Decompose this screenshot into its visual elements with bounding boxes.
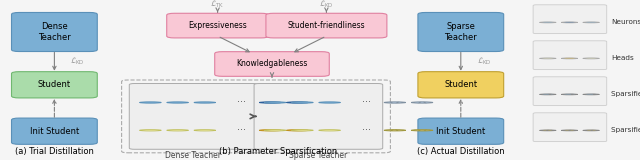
FancyBboxPatch shape <box>12 72 97 98</box>
Text: (a) Trial Distillation: (a) Trial Distillation <box>15 147 94 156</box>
FancyBboxPatch shape <box>254 84 383 149</box>
Text: Heads: Heads <box>611 55 634 61</box>
FancyBboxPatch shape <box>533 41 607 70</box>
Ellipse shape <box>583 130 600 131</box>
FancyBboxPatch shape <box>533 77 607 106</box>
Text: (c) Actual Distillation: (c) Actual Distillation <box>417 147 504 156</box>
Ellipse shape <box>583 58 600 59</box>
FancyBboxPatch shape <box>214 52 329 76</box>
Text: Dense Teacher: Dense Teacher <box>165 151 221 160</box>
FancyBboxPatch shape <box>129 84 258 149</box>
Text: $\mathcal{L}_{\rm KD}$: $\mathcal{L}_{\rm KD}$ <box>319 0 333 10</box>
Ellipse shape <box>319 130 340 131</box>
Ellipse shape <box>561 130 578 131</box>
Text: $\mathcal{L}_{\rm KD}$: $\mathcal{L}_{\rm KD}$ <box>70 56 85 67</box>
Ellipse shape <box>540 22 556 23</box>
Text: Sparsified Neurons: Sparsified Neurons <box>611 91 640 97</box>
Ellipse shape <box>264 130 286 131</box>
FancyBboxPatch shape <box>166 13 269 38</box>
Ellipse shape <box>561 94 578 95</box>
Text: Student-friendliness: Student-friendliness <box>287 21 365 30</box>
FancyBboxPatch shape <box>418 12 504 52</box>
Ellipse shape <box>412 102 433 103</box>
Ellipse shape <box>287 102 308 103</box>
Ellipse shape <box>259 102 281 103</box>
Text: Expressiveness: Expressiveness <box>188 21 247 30</box>
Ellipse shape <box>259 130 281 131</box>
Ellipse shape <box>583 22 600 23</box>
Ellipse shape <box>384 130 406 131</box>
FancyBboxPatch shape <box>533 113 607 142</box>
Ellipse shape <box>166 130 188 131</box>
Ellipse shape <box>561 22 578 23</box>
FancyBboxPatch shape <box>533 5 607 34</box>
Text: ···: ··· <box>237 97 246 108</box>
Ellipse shape <box>384 102 406 103</box>
FancyBboxPatch shape <box>418 72 504 98</box>
Text: Sparsified Heads: Sparsified Heads <box>611 127 640 133</box>
Ellipse shape <box>292 102 314 103</box>
Ellipse shape <box>561 58 578 59</box>
Ellipse shape <box>540 130 556 131</box>
Text: Sparse
Teacher: Sparse Teacher <box>444 22 477 42</box>
Ellipse shape <box>540 58 556 59</box>
Ellipse shape <box>140 130 161 131</box>
Ellipse shape <box>194 102 216 103</box>
Ellipse shape <box>287 130 308 131</box>
Text: Init Student: Init Student <box>30 127 79 136</box>
Text: (b) Parameter Sparsification: (b) Parameter Sparsification <box>220 147 337 156</box>
Text: ···: ··· <box>237 125 246 135</box>
Text: Student: Student <box>38 80 71 89</box>
Ellipse shape <box>140 102 161 103</box>
Text: Neurons: Neurons <box>611 19 640 25</box>
Text: $\mathcal{L}_{\rm TK}$: $\mathcal{L}_{\rm TK}$ <box>211 0 225 10</box>
Text: Init Student: Init Student <box>436 127 485 136</box>
Text: ···: ··· <box>362 97 371 108</box>
Ellipse shape <box>166 102 188 103</box>
Text: Sparse Teacher: Sparse Teacher <box>289 151 348 160</box>
Text: Student: Student <box>444 80 477 89</box>
Ellipse shape <box>319 102 340 103</box>
Text: ···: ··· <box>362 125 371 135</box>
FancyBboxPatch shape <box>12 118 97 144</box>
Text: Knowledgableness: Knowledgableness <box>236 60 308 68</box>
FancyBboxPatch shape <box>12 12 97 52</box>
Ellipse shape <box>540 94 556 95</box>
Ellipse shape <box>292 130 314 131</box>
Text: Dense
Teacher: Dense Teacher <box>38 22 71 42</box>
Ellipse shape <box>412 130 433 131</box>
FancyBboxPatch shape <box>266 13 387 38</box>
Text: $\mathcal{L}_{\rm KD}$: $\mathcal{L}_{\rm KD}$ <box>477 56 492 67</box>
Ellipse shape <box>583 94 600 95</box>
FancyBboxPatch shape <box>418 118 504 144</box>
Ellipse shape <box>264 102 286 103</box>
Ellipse shape <box>194 130 216 131</box>
